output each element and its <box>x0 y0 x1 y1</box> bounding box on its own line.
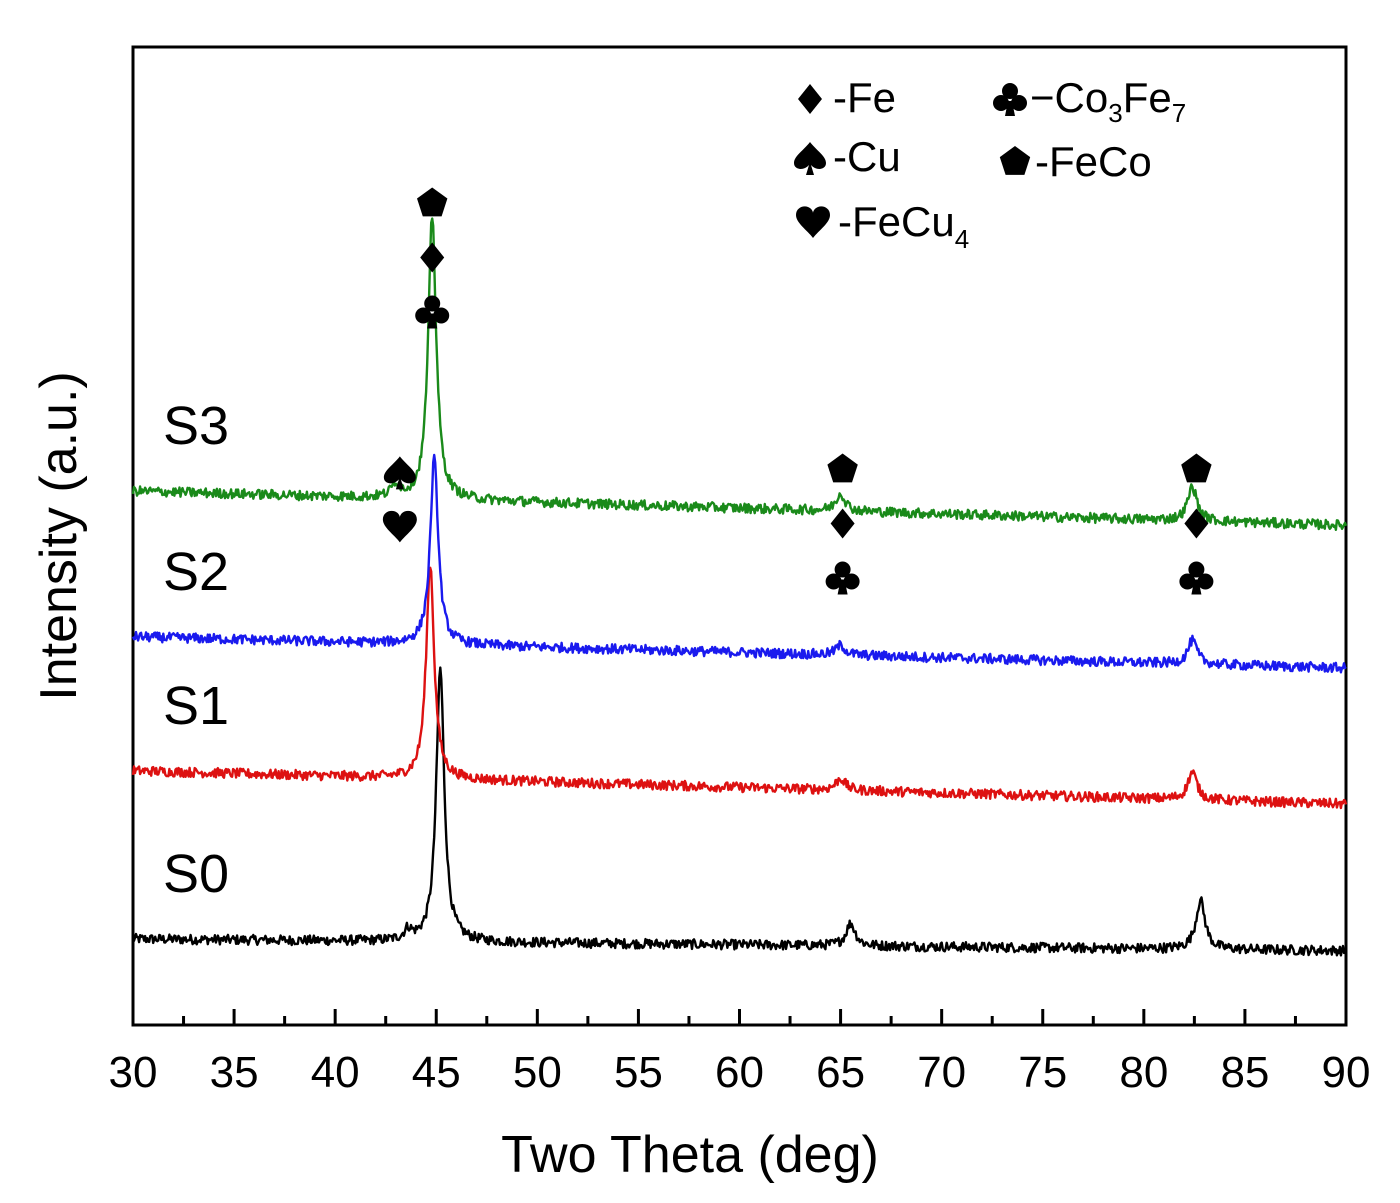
series-label-s2: S2 <box>163 542 229 602</box>
peak-club-icon <box>1179 561 1214 595</box>
diamond-shape <box>798 84 822 114</box>
peak-diamond-icon <box>420 242 445 273</box>
legend-label-fe2: Fe <box>1123 74 1172 121</box>
x-axis-tick-labels: 30 35 40 45 50 55 60 65 70 75 80 85 90 <box>109 1048 1371 1097</box>
x-tick-label: 75 <box>1018 1048 1067 1097</box>
legend-sub-7: 7 <box>1172 98 1186 128</box>
legend-sub-3: 3 <box>1108 98 1122 128</box>
peak-club-icon <box>825 561 860 595</box>
x-axis-ticks <box>131 1009 1348 1025</box>
x-tick-label: 65 <box>816 1048 865 1097</box>
legend-label-co: −Co <box>1030 74 1108 121</box>
peak-marker-group <box>382 456 417 543</box>
peak-spade-icon <box>383 456 416 490</box>
peak-marker-group <box>415 187 450 329</box>
peak-pentagon-icon <box>827 453 858 483</box>
x-tick-label: 40 <box>311 1048 360 1097</box>
plot-frame <box>131 45 1348 1027</box>
x-tick-label: 30 <box>109 1048 158 1097</box>
series-labels: S0 S1 S2 S3 <box>163 396 229 904</box>
legend-label-cu: -Cu <box>833 133 901 180</box>
legend-label-feco: -FeCo <box>1035 138 1152 185</box>
y-axis-title: Intensity (a.u.) <box>30 371 88 700</box>
legend-item-feco: -FeCo <box>999 138 1152 185</box>
x-tick-label: 45 <box>412 1048 461 1097</box>
legend-diamond-icon <box>798 84 822 114</box>
series-label-s3: S3 <box>163 396 229 456</box>
peak-diamond-icon <box>830 508 855 539</box>
legend-heart-icon <box>796 206 830 238</box>
series-line-s2 <box>131 453 1347 674</box>
spade-shape <box>794 142 826 175</box>
legend-label-fecu: -FeCu <box>838 198 955 245</box>
x-tick-label: 90 <box>1322 1048 1371 1097</box>
legend: -Fe −Co3Fe7 -Cu -FeCo -FeCu4 <box>794 74 1186 254</box>
series-line-s1 <box>131 566 1348 810</box>
x-axis-title: Two Theta (deg) <box>501 1126 879 1184</box>
legend-sub-4: 4 <box>955 224 969 254</box>
legend-club-icon <box>993 83 1027 116</box>
legend-pentagon-icon <box>999 146 1031 175</box>
legend-item-fe: -Fe <box>798 74 896 121</box>
legend-label-fe: -Fe <box>833 74 896 121</box>
peak-pentagon-icon <box>417 187 448 217</box>
series-label-s0: S0 <box>163 844 229 904</box>
x-tick-label: 35 <box>210 1048 259 1097</box>
x-tick-label: 50 <box>513 1048 562 1097</box>
peak-club-icon <box>415 295 450 329</box>
peak-pentagon-icon <box>1181 453 1212 483</box>
peak-marker-group <box>825 453 860 595</box>
series-line-s3 <box>131 217 1348 531</box>
peak-markers <box>382 187 1214 595</box>
series-lines <box>131 217 1348 957</box>
legend-spade-icon <box>794 142 826 175</box>
peak-heart-icon <box>382 510 417 543</box>
legend-label-co3fe7: −Co3Fe7 <box>1030 74 1186 128</box>
legend-item-fecu4: -FeCu4 <box>796 198 969 254</box>
x-tick-label: 60 <box>715 1048 764 1097</box>
x-tick-label: 80 <box>1119 1048 1168 1097</box>
legend-label-fecu4: -FeCu4 <box>838 198 969 254</box>
x-tick-label: 85 <box>1220 1048 1269 1097</box>
pentagon-shape <box>999 146 1031 175</box>
legend-item-co3fe7: −Co3Fe7 <box>993 74 1186 128</box>
series-label-s1: S1 <box>163 676 229 736</box>
peak-marker-group <box>1179 453 1214 595</box>
club-shape <box>993 83 1027 116</box>
legend-item-cu: -Cu <box>794 133 901 180</box>
x-tick-label: 55 <box>614 1048 663 1097</box>
heart-shape <box>796 206 830 238</box>
peak-diamond-icon <box>1184 508 1209 539</box>
x-tick-label: 70 <box>917 1048 966 1097</box>
series-line-s0 <box>131 666 1348 957</box>
